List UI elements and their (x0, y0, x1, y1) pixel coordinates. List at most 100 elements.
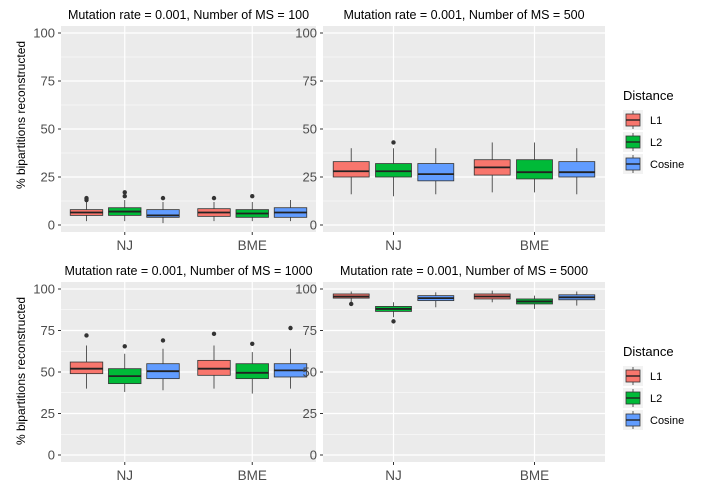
outlier-point (349, 301, 354, 307)
legend-key (623, 366, 643, 386)
y-tick-label: 0 (48, 448, 55, 463)
facet-panel: Mutation rate = 0.001, Number of MS = 10… (33, 8, 316, 253)
legend-key (623, 410, 643, 430)
box (516, 159, 553, 180)
box-l2 (108, 344, 142, 392)
y-tick-label: 75 (303, 74, 317, 89)
legend-label: L2 (650, 393, 662, 405)
y-tick-label: 25 (41, 170, 55, 185)
legend-key (623, 132, 643, 152)
panel-title: Mutation rate = 0.001, Number of MS = 10… (68, 8, 309, 22)
outlier-point (391, 140, 396, 145)
legend: Distance L1 L2 Cosine (623, 88, 684, 174)
box-l1 (69, 195, 104, 222)
facet-panels: Mutation rate = 0.001, Number of MS = 10… (33, 8, 605, 483)
box-cosine (146, 195, 180, 224)
legend-title: Distance (623, 344, 674, 359)
box-cosine (273, 325, 308, 389)
box-cosine (146, 338, 180, 391)
outlier-point (84, 333, 89, 338)
y-tick-label: 50 (41, 365, 55, 380)
y-tick-label: 0 (310, 218, 317, 233)
panel-title: Mutation rate = 0.001, Number of MS = 10… (64, 264, 312, 278)
x-tick-label: BME (238, 238, 267, 253)
y-tick-label: 100 (33, 26, 55, 41)
y-tick-label: 75 (41, 323, 55, 338)
box-l1 (197, 331, 231, 389)
box-l1 (332, 291, 370, 307)
y-tick-label: 75 (41, 74, 55, 89)
box-l2 (235, 341, 269, 394)
box (558, 161, 596, 178)
legend: Distance L1 L2 Cosine (623, 344, 684, 430)
box (417, 163, 455, 182)
y-tick-label: 100 (295, 26, 317, 41)
box-cosine (558, 148, 596, 195)
x-tick-label: BME (238, 468, 267, 483)
legend-key (623, 154, 643, 174)
legend-label: Cosine (650, 415, 684, 427)
box-l1 (332, 148, 370, 195)
outlier-point (211, 331, 217, 337)
legend-label: L1 (650, 115, 662, 127)
y-tick-label: 25 (303, 406, 317, 421)
legends: Distance L1 L2 Cosine Distance L1 L2 Cosine (623, 88, 684, 430)
box-l2 (516, 295, 553, 309)
y-tick-label: 0 (48, 218, 55, 233)
box (235, 363, 269, 380)
legend-key (623, 110, 643, 130)
box-cosine (417, 148, 455, 195)
box-l2 (108, 190, 142, 222)
box-l1 (197, 195, 231, 222)
y-tick-label: 100 (295, 282, 317, 297)
y-tick-label: 25 (303, 170, 317, 185)
legend-label: L1 (650, 371, 662, 383)
box-l2 (375, 140, 412, 197)
y-tick-label: 100 (33, 282, 55, 297)
y-axis-label: % bipartitions reconstructed (14, 297, 28, 445)
box-cosine (558, 291, 596, 306)
panel-title: Mutation rate = 0.001, Number of MS = 50… (343, 8, 584, 22)
box-cosine (273, 200, 308, 222)
box-l2 (375, 302, 412, 324)
y-axis-label-group: % bipartitions reconstructed % bipartiti… (14, 41, 28, 445)
outlier-point (211, 195, 217, 201)
box (332, 161, 370, 178)
x-tick-label: BME (520, 238, 549, 253)
x-tick-label: BME (520, 468, 549, 483)
facet-panel: Mutation rate = 0.001, Number of MS = 50… (295, 8, 605, 253)
facet-panel: Mutation rate = 0.001, Number of MS = 50… (295, 264, 605, 483)
outlier-point (122, 344, 127, 349)
y-tick-label: 0 (310, 448, 317, 463)
box-l1 (473, 290, 511, 303)
box-l2 (516, 142, 553, 193)
x-tick-label: NJ (385, 468, 402, 483)
box-cosine (417, 292, 455, 308)
outlier-point (84, 195, 89, 201)
y-tick-label: 50 (41, 122, 55, 137)
y-tick-label: 75 (303, 323, 317, 338)
panel-title: Mutation rate = 0.001, Number of MS = 50… (340, 264, 588, 278)
y-tick-label: 50 (303, 365, 317, 380)
legend-key (623, 388, 643, 408)
outlier-point (391, 319, 396, 324)
legend-label: L2 (650, 137, 662, 149)
outlier-point (160, 338, 166, 343)
legend-title: Distance (623, 88, 674, 103)
x-tick-label: NJ (385, 238, 402, 253)
box-l1 (69, 333, 104, 389)
x-tick-label: NJ (117, 238, 134, 253)
outlier-point (122, 190, 127, 195)
outlier-point (288, 325, 293, 331)
box-l2 (235, 194, 269, 222)
y-tick-label: 25 (41, 406, 55, 421)
outlier-point (122, 194, 127, 199)
facet-panel: Mutation rate = 0.001, Number of MS = 10… (33, 264, 316, 483)
y-axis-label: % bipartitions reconstructed (14, 41, 28, 189)
outlier-point (250, 341, 255, 346)
y-tick-label: 50 (303, 122, 317, 137)
outlier-point (160, 195, 166, 201)
outlier-point (250, 194, 255, 199)
box (146, 209, 180, 218)
